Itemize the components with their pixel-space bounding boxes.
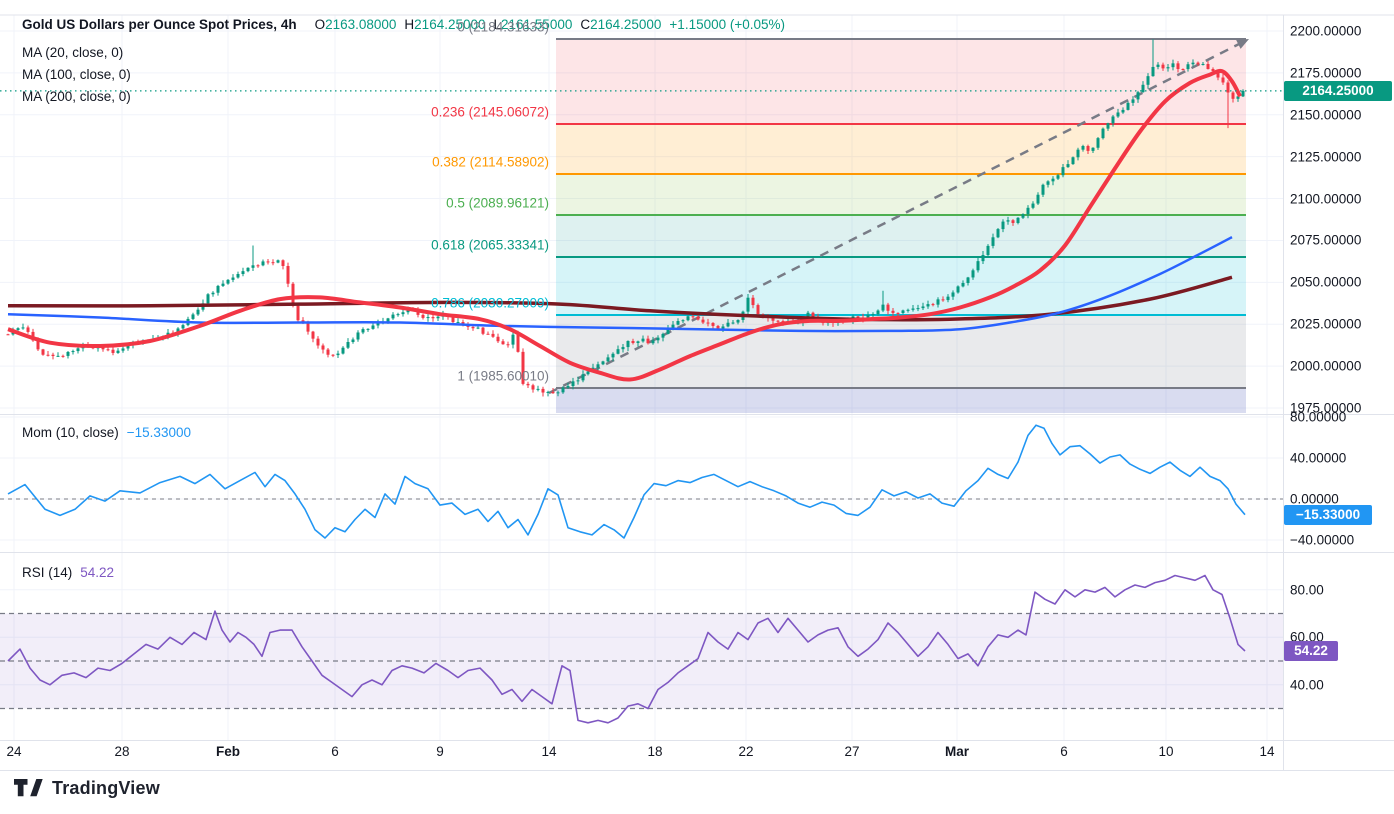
ohlc-open-key: O [314,17,326,32]
ma20-legend-label: MA (20, close, 0) [22,45,124,60]
fib-level-label[interactable]: 0.382 (2114.58902) [432,154,549,170]
page-title: Gold US Dollars per Ounce Spot Prices, 4… [22,17,297,32]
time-axis-label: Mar [944,744,970,759]
ma100-legend-row[interactable]: MA (100, close, 0) [22,66,131,84]
rsi-axis-label: 40.00 [1290,677,1324,693]
time-axis-label: 22 [738,744,754,759]
time-axis-label: 18 [647,744,663,759]
ohlc-open-value: 2163.08000 [325,17,397,32]
time-axis-label: 28 [114,744,130,759]
time-axis-label: 6 [331,744,339,759]
rsi-legend-label: RSI (14) [22,565,73,580]
price-axis-label: 2050.00000 [1290,274,1362,290]
momentum-axis-label: 40.00000 [1290,450,1347,466]
symbol-legend-row[interactable]: Gold US Dollars per Ounce Spot Prices, 4… [22,16,785,34]
fib-level-label[interactable]: 0.236 (2145.06072) [431,104,549,120]
price-axis-label: 2175.00000 [1290,65,1362,81]
last-price-badge: 2164.25000 [1284,80,1392,101]
rsi-legend-value: 54.22 [80,565,115,580]
momentum-axis-label: −40.00000 [1290,532,1355,548]
time-axis-label: 14 [1259,744,1275,759]
ma100-legend-label: MA (100, close, 0) [22,67,131,82]
momentum-value-badge: −15.33000 [1284,504,1372,525]
fib-level-label[interactable]: 1 (1985.60010) [457,368,549,384]
price-axis-label: 2150.00000 [1290,107,1362,123]
change-value: +1.15000 (+0.05%) [669,17,786,32]
tradingview-brand-text: TradingView [52,778,160,798]
price-axis-label: 2025.00000 [1290,316,1362,332]
fib-level-label[interactable]: 0.786 (2030.27009) [431,295,549,311]
tradingview-logo-icon [14,778,43,799]
momentum-legend-value: −15.33000 [126,425,191,440]
rsi-legend-row[interactable]: RSI (14) 54.22 [22,564,114,582]
price-axis-label: 1975.00000 [1290,400,1362,416]
ohlc-low-key: L [493,17,502,32]
ohlc-high-key: H [404,17,415,32]
ohlc-close-key: C [580,17,591,32]
time-axis-label: 27 [844,744,860,759]
time-axis-label: 14 [541,744,557,759]
price-axis-label: 2100.00000 [1290,191,1362,207]
fib-level-label[interactable]: 0.5 (2089.96121) [446,195,549,211]
momentum-axis-label: 0.00000 [1290,491,1339,507]
price-axis-label: 2200.00000 [1290,23,1362,39]
momentum-legend-row[interactable]: Mom (10, close) −15.33000 [22,424,191,442]
momentum-legend-label: Mom (10, close) [22,425,119,440]
price-axis-label: 2000.00000 [1290,358,1362,374]
ma200-legend-label: MA (200, close, 0) [22,89,131,104]
price-axis-label: 2075.00000 [1290,232,1362,248]
time-axis-label: 6 [1060,744,1068,759]
ohlc-high-value: 2164.25000 [414,17,486,32]
fib-level-label[interactable]: 0.618 (2065.33341) [431,237,549,253]
momentum-axis-label: 80.00000 [1290,409,1347,425]
ma20-legend-row[interactable]: MA (20, close, 0) [22,44,123,62]
ohlc-close-value: 2164.25000 [590,17,662,32]
price-axis-label: 2125.00000 [1290,149,1362,165]
time-axis-label: 9 [436,744,444,759]
fib-level-label[interactable]: 0 (2184.31633) [457,19,549,35]
tradingview-logo[interactable]: TradingView [14,778,160,799]
rsi-value-badge: 54.22 [1284,640,1338,661]
time-axis-label: 24 [6,744,22,759]
time-axis-label: Feb [215,744,241,759]
rsi-axis-label: 80.00 [1290,582,1324,598]
ma200-legend-row[interactable]: MA (200, close, 0) [22,88,131,106]
ohlc-low-value: 2161.55000 [501,17,573,32]
time-axis-label: 10 [1158,744,1174,759]
